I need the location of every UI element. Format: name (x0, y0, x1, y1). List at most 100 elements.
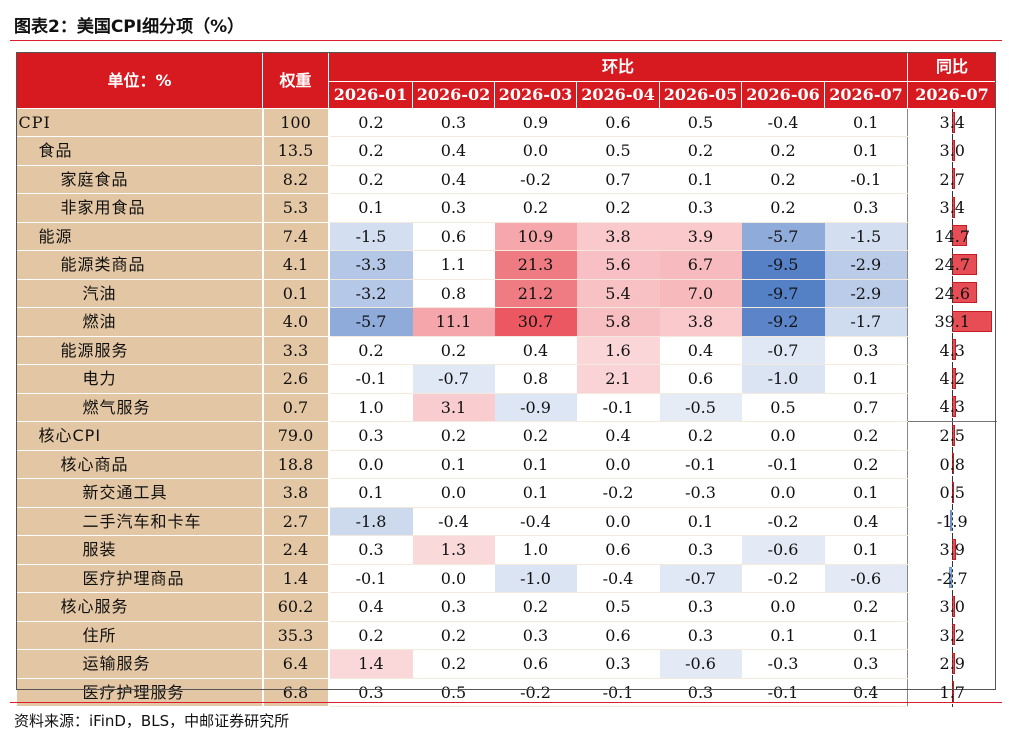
mom-cell: 5.4 (576, 279, 660, 308)
table-row: 能源 7.4 -1.5 0.6 10.9 3.8 3.9 -5.7 -1.5 14.7 (16, 222, 997, 251)
mom-cell: -0.4 (494, 507, 577, 536)
yoy-value: 14.7 (934, 226, 971, 246)
yoy-bar (949, 567, 952, 588)
yoy-value: 4.3 (939, 397, 965, 417)
mom-cell: 0.3 (659, 621, 742, 650)
mom-cell: 0.2 (328, 621, 413, 650)
yoy-zero-axis (952, 279, 953, 308)
item-weight: 2.6 (261, 364, 330, 394)
mom-cell: -2.9 (824, 279, 908, 308)
mom-cell: -0.7 (659, 564, 742, 593)
item-weight: 60.2 (261, 592, 330, 622)
yoy-zero-axis (952, 250, 953, 279)
mom-cell: 0.2 (328, 336, 413, 365)
mom-cell: 30.7 (494, 307, 577, 337)
mom-cell: -0.3 (659, 478, 742, 508)
mom-cell: 0.1 (824, 107, 908, 137)
mom-cell: -0.1 (328, 364, 413, 394)
item-weight: 18.8 (261, 450, 330, 479)
item-name: 能源服务 (16, 336, 263, 365)
mom-cell: 7.0 (659, 279, 742, 308)
yoy-value: 3.9 (939, 540, 965, 559)
item-weight: 3.8 (261, 478, 330, 508)
table-row: 运输服务 6.4 1.4 0.2 0.6 0.3 -0.6 -0.3 0.3 2.9 (16, 649, 997, 679)
mom-cell: 0.3 (576, 649, 660, 679)
mom-cell: -0.2 (576, 478, 660, 508)
mom-cell: 0.5 (576, 136, 660, 166)
yoy-zero-axis (952, 621, 953, 650)
mom-cell: 0.1 (824, 535, 908, 565)
mom-cell: 0.2 (328, 136, 413, 166)
month-header: 2026-07 (824, 80, 908, 109)
item-weight: 4.0 (261, 307, 330, 337)
mom-cell: 0.2 (412, 421, 495, 451)
yoy-cell: 2.7 (907, 165, 997, 194)
mom-cell: -0.1 (824, 165, 908, 194)
mom-cell: 0.2 (412, 336, 495, 365)
item-weight: 8.2 (261, 165, 330, 194)
month-header: 2026-01 (328, 80, 413, 109)
mom-cell: 0.3 (824, 336, 908, 365)
mom-cell: 0.1 (824, 621, 908, 650)
mom-cell: 0.1 (494, 450, 577, 479)
mom-cell: 0.1 (659, 507, 742, 536)
yoy-cell: 3.9 (907, 535, 997, 564)
yoy-value: 1.7 (939, 682, 965, 702)
mom-cell: 0.9 (494, 107, 577, 137)
yoy-cell: 1.7 (907, 678, 997, 707)
yoy-value: 3.2 (939, 625, 965, 645)
mom-cell: 0.2 (659, 136, 742, 166)
yoy-value: 3.4 (939, 112, 965, 132)
yoy-value: -2.7 (936, 568, 968, 588)
mom-cell: -0.1 (659, 450, 742, 479)
mom-cell: 0.0 (412, 564, 495, 593)
table-row: 汽油 0.1 -3.2 0.8 21.2 5.4 7.0 -9.7 -2.9 24.6 (16, 279, 997, 308)
mom-cell: -5.7 (328, 307, 413, 337)
mom-cell: 0.2 (328, 165, 413, 194)
mom-cell: 0.8 (494, 364, 577, 394)
cpi-table: 单位：% 权重 环比 同比 2026-01 2026-02 2026-03 20… (16, 52, 997, 707)
table-row: 核心服务 60.2 0.4 0.3 0.2 0.5 0.3 0.0 0.2 3.0 (16, 592, 997, 622)
mom-cell: 1.6 (576, 336, 660, 365)
yoy-zero-axis (952, 393, 953, 421)
mom-cell: 21.2 (494, 279, 577, 308)
yoy-value: 3.4 (939, 198, 965, 217)
table-row: 能源类商品 4.1 -3.3 1.1 21.3 5.6 6.7 -9.5 -2.9 24.7 (16, 250, 997, 280)
mom-cell: -0.1 (576, 393, 660, 422)
yoy-header: 同比 (907, 52, 997, 82)
mom-cell: -0.2 (494, 165, 577, 194)
mom-cell: -1.0 (741, 364, 825, 394)
mom-cell: 3.8 (576, 222, 660, 251)
yoy-zero-axis (952, 478, 953, 507)
yoy-zero-axis (952, 222, 953, 251)
mom-cell: 0.2 (741, 136, 825, 166)
item-weight: 35.3 (261, 621, 330, 650)
yoy-bar (950, 510, 953, 531)
figure-title: 图表2：美国CPI细分项（%） (14, 17, 245, 37)
mom-cell: 0.2 (824, 592, 908, 622)
yoy-zero-axis (952, 507, 953, 536)
mom-cell: -5.7 (741, 222, 825, 251)
yoy-cell: 4.3 (907, 393, 997, 422)
yoy-cell: 3.0 (907, 136, 997, 165)
mom-cell: 0.6 (576, 107, 660, 137)
mom-cell: -1.8 (328, 507, 413, 536)
mom-cell: 0.4 (412, 165, 495, 194)
table-row: 能源服务 3.3 0.2 0.2 0.4 1.6 0.4 -0.7 0.3 4.3 (16, 336, 997, 365)
mom-cell: 21.3 (494, 250, 577, 280)
yoy-value: 2.9 (939, 654, 965, 673)
yoy-cell: 2.9 (907, 649, 997, 678)
yoy-zero-axis (952, 165, 953, 194)
item-name: 非家用食品 (16, 193, 263, 223)
mom-cell: 3.1 (412, 393, 495, 422)
mom-cell: 0.8 (412, 279, 495, 308)
yoy-value: 0.5 (939, 483, 965, 502)
mom-cell: 0.1 (824, 364, 908, 394)
yoy-cell: -1.9 (907, 507, 997, 536)
mom-cell: 0.3 (494, 621, 577, 650)
yoy-value: 0.8 (939, 454, 965, 474)
item-name: 二手汽车和卡车 (16, 507, 263, 536)
yoy-zero-axis (952, 450, 953, 479)
mom-cell: 0.2 (494, 421, 577, 451)
mom-cell: -0.2 (741, 507, 825, 536)
